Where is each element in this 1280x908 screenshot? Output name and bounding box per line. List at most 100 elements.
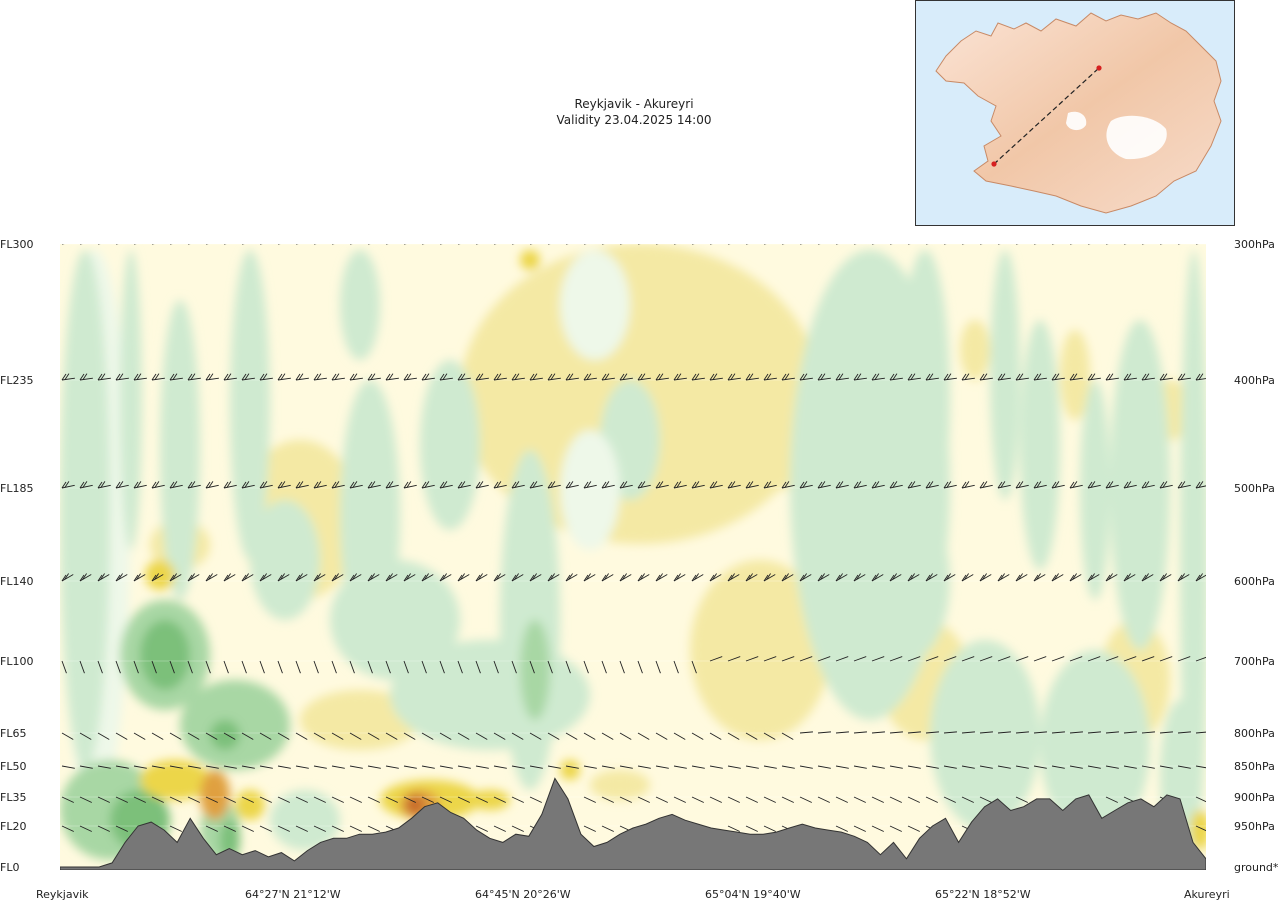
wind-barb-feather (439, 574, 445, 582)
wind-barb (1177, 731, 1191, 734)
wind-barb (907, 656, 921, 662)
wind-barb-feather (137, 237, 141, 243)
wind-barb (1195, 656, 1206, 662)
wind-barb-feather (1123, 481, 1129, 489)
wind-barb-feather (601, 481, 607, 489)
wind-barbs (61, 237, 1206, 832)
wind-barb (187, 574, 200, 582)
wind-barb (1033, 765, 1047, 769)
wind-barb-feather (890, 244, 891, 245)
wind-barb-feather (997, 574, 1003, 582)
wind-barb (205, 825, 218, 832)
wind-barb-feather (331, 373, 337, 381)
plot-area (60, 237, 1206, 870)
field-contour-blob (235, 790, 265, 820)
wind-barb (943, 484, 957, 489)
wind-barb-feather (442, 373, 448, 380)
wind-barb-feather (530, 244, 531, 245)
wind-barb (278, 244, 281, 245)
wind-barb-feather (277, 373, 283, 381)
wind-barb-feather (529, 373, 535, 381)
wind-barb (583, 660, 589, 674)
wind-barb-feather (170, 244, 171, 245)
wind-barb-feather (385, 373, 391, 381)
wind-barb-feather (1072, 573, 1077, 580)
wind-barb (853, 731, 867, 734)
wind-barb (871, 825, 884, 832)
wind-barb (115, 825, 128, 832)
wind-barb (1142, 244, 1145, 245)
wind-barb (853, 377, 867, 381)
wind-barb-feather (512, 244, 513, 245)
wind-barb-feather (745, 373, 751, 381)
wind-barb (421, 660, 427, 674)
wind-barb (97, 765, 111, 769)
wind-barb-feather (709, 373, 715, 381)
wind-barb (61, 574, 74, 582)
wind-barb-feather (299, 237, 303, 243)
wind-barb (277, 660, 283, 674)
wind-barb (205, 484, 219, 489)
wind-barb-feather (151, 481, 157, 489)
wind-barb (1069, 377, 1083, 381)
wind-barb (1087, 484, 1101, 489)
wind-barb-feather (676, 573, 681, 580)
wind-barb-feather (910, 481, 916, 488)
wind-barb-feather (61, 481, 67, 489)
wind-barb (367, 765, 381, 769)
wind-barb-feather (1069, 574, 1075, 582)
wind-barb-feather (818, 244, 819, 245)
wind-barb (619, 377, 633, 381)
wind-barb (206, 244, 209, 245)
wind-barb (187, 765, 201, 769)
wind-barb-feather (353, 237, 357, 243)
wind-barb-feather (784, 373, 790, 380)
wind-barb (331, 377, 345, 381)
wind-barb-feather (730, 481, 736, 488)
wind-barb-feather (1108, 573, 1113, 580)
wind-barb (349, 765, 363, 769)
wind-barb (403, 796, 416, 803)
wind-barb (781, 656, 795, 662)
wind-barb (475, 574, 488, 582)
wind-barb (997, 765, 1011, 769)
wind-barb-feather (62, 244, 63, 245)
wind-barb (1178, 244, 1181, 245)
wind-barb (115, 574, 128, 582)
wind-barb (494, 244, 497, 245)
wind-barb-feather (532, 373, 538, 380)
wind-barb-feather (928, 373, 934, 380)
wind-barb (1015, 377, 1029, 381)
wind-barb (871, 574, 884, 582)
wind-barb-feather (133, 481, 139, 489)
wind-barb (907, 574, 920, 582)
wind-barb-feather (1198, 373, 1204, 380)
wind-barb (367, 377, 381, 381)
wind-barb-feather (730, 573, 735, 580)
wind-barb (1069, 574, 1082, 582)
wind-barb-feather (1088, 244, 1089, 245)
wind-barb (781, 796, 794, 803)
wind-barb-feather (1123, 574, 1129, 582)
wind-barb-feather (784, 481, 790, 488)
wind-barb (547, 484, 561, 489)
wind-barb (97, 484, 111, 489)
wind-barb-feather (712, 481, 718, 488)
wind-barb (79, 825, 92, 832)
wind-barb-feather (352, 373, 358, 380)
wind-barb (962, 244, 965, 245)
field-contour-blob (470, 790, 510, 810)
wind-barb-feather (871, 481, 877, 489)
wind-barb-feather (586, 481, 592, 488)
wind-barb (187, 732, 200, 740)
wind-barb-feather (820, 373, 826, 380)
wind-barb-feather (766, 573, 771, 580)
wind-barb (727, 484, 741, 489)
wind-barb (169, 660, 175, 674)
wind-barb-feather (277, 481, 283, 489)
wind-barb (979, 765, 993, 769)
wind-barb (691, 765, 705, 769)
wind-barb (565, 660, 571, 674)
wind-barb (475, 825, 488, 832)
wind-barb (637, 732, 650, 740)
